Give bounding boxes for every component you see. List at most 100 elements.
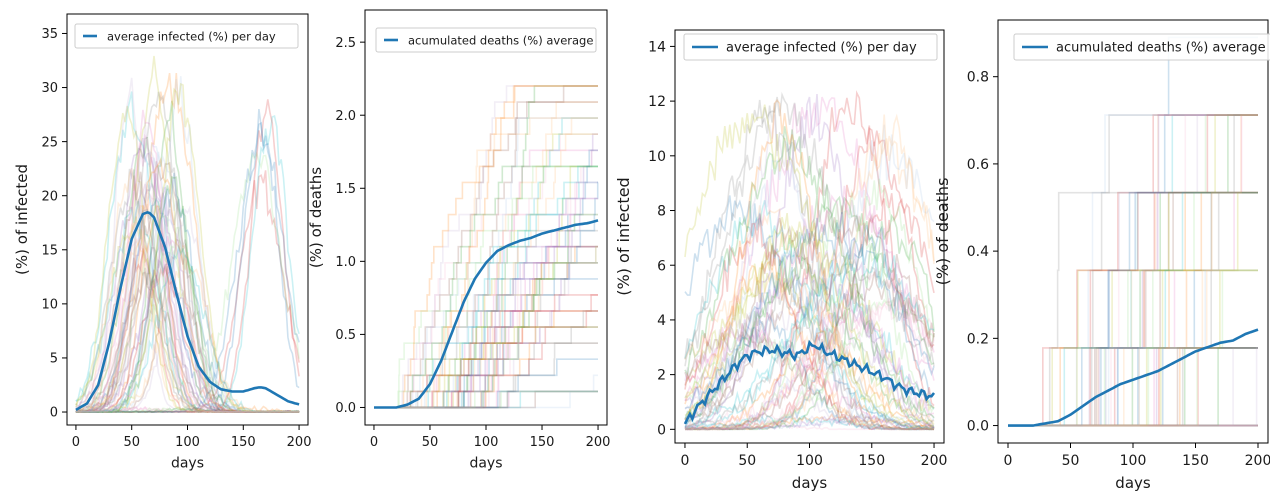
run-line [374, 213, 598, 409]
run-line [685, 260, 935, 431]
run-line [75, 186, 300, 413]
run-line [1008, 114, 1258, 427]
run-line [75, 72, 300, 413]
run-line [1008, 114, 1258, 427]
run-line [684, 298, 935, 418]
x-tick-label: 200 [921, 453, 948, 469]
x-tick-label: 0 [1004, 453, 1013, 469]
run-line [374, 197, 598, 409]
run-line [374, 213, 598, 409]
run-line [1008, 191, 1258, 427]
y-tick-label: 5 [50, 352, 58, 367]
run-line [684, 254, 935, 428]
run-line [684, 315, 934, 431]
legend-box [683, 33, 938, 61]
run-line [374, 342, 598, 409]
run-line [1008, 114, 1258, 427]
run-line [75, 143, 300, 413]
run-line [684, 266, 935, 409]
run-line [75, 77, 300, 413]
run-line [75, 91, 300, 413]
x-tick-label: 50 [422, 435, 439, 450]
legend-label: average infected (%) per day [726, 41, 917, 56]
run-line [374, 85, 598, 409]
y-tick-label: 2.0 [335, 109, 356, 124]
y-tick-label: 0.0 [335, 401, 356, 416]
run-line [75, 204, 300, 414]
run-line [684, 205, 935, 431]
run-line [1008, 191, 1258, 427]
average-line [374, 219, 599, 409]
run-line [1008, 191, 1258, 427]
run-line [684, 99, 935, 431]
run-line [1008, 347, 1258, 427]
run-line [1008, 347, 1258, 427]
run-line [684, 272, 935, 430]
run-line [1008, 191, 1258, 427]
y-tick-label: 0.4 [967, 244, 989, 260]
run-line [1008, 114, 1258, 427]
run-line [1008, 347, 1258, 427]
run-line [75, 156, 300, 413]
run-line [75, 99, 300, 413]
run-line [374, 101, 598, 409]
run-line [75, 171, 300, 413]
x-axis-label: days [171, 456, 204, 472]
run-line [1008, 269, 1258, 427]
run-line [75, 238, 300, 413]
x-tick-label: 50 [1062, 453, 1080, 469]
run-line [75, 198, 300, 413]
plot-area [374, 85, 599, 409]
run-line [374, 229, 598, 409]
run-line [684, 245, 935, 428]
run-line [685, 133, 935, 431]
x-tick-label: 50 [123, 435, 140, 450]
run-line [75, 91, 300, 413]
x-axis-label: days [469, 456, 502, 472]
plot-area [1008, 36, 1259, 427]
run-line [1008, 114, 1258, 427]
run-line [1008, 114, 1258, 427]
run-line [374, 245, 598, 409]
run-line [374, 85, 598, 409]
run-line [75, 247, 300, 413]
y-tick-label: 0 [50, 406, 58, 421]
run-line [684, 178, 935, 431]
run-line [75, 216, 300, 413]
y-tick-label: 2 [657, 368, 666, 384]
run-line [1008, 114, 1258, 427]
run-line [684, 184, 935, 431]
run-line [1008, 114, 1258, 427]
run-line [75, 114, 300, 413]
run-line [1008, 114, 1258, 427]
run-line [374, 262, 598, 409]
y-tick-label: 6 [657, 258, 666, 274]
run-line [684, 414, 934, 431]
run-line [374, 326, 598, 409]
run-line [374, 310, 598, 409]
x-tick-label: 50 [738, 453, 756, 469]
run-line [75, 151, 300, 414]
run-line [374, 133, 598, 409]
run-line [374, 390, 598, 409]
run-line [374, 181, 598, 409]
run-line [684, 271, 935, 431]
run-line [75, 405, 300, 413]
run-line [374, 390, 598, 409]
run-line [75, 406, 300, 413]
run-line [1008, 269, 1258, 427]
run-line [684, 281, 935, 431]
run-line [75, 150, 300, 413]
run-line [684, 412, 935, 431]
y-tick-label: 8 [657, 204, 666, 220]
run-line [1008, 269, 1258, 427]
run-line [75, 172, 300, 413]
run-line [684, 90, 935, 431]
y-axis-label: (%) of deaths [933, 178, 952, 286]
run-line [374, 245, 598, 409]
legend-label: average infected (%) per day [107, 30, 276, 44]
run-line [1008, 191, 1258, 427]
legend-box [375, 27, 597, 53]
y-tick-label: 0.2 [967, 331, 989, 347]
run-line [1008, 347, 1258, 427]
